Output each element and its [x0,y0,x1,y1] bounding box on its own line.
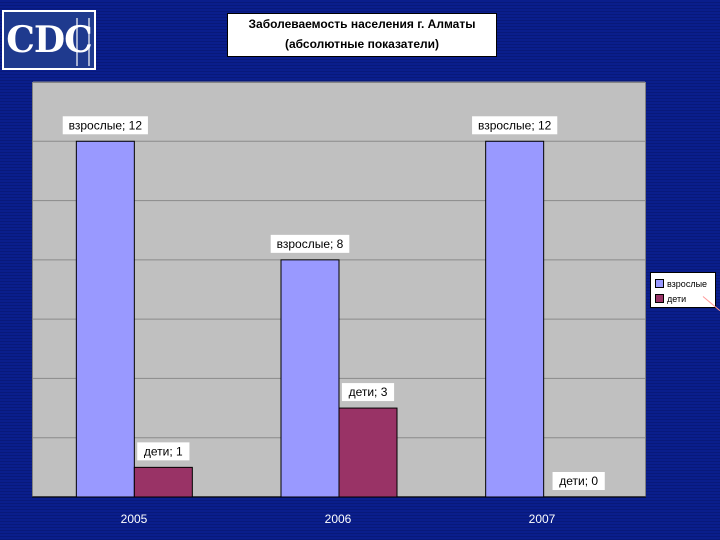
logo-text: CDC [6,19,93,61]
legend: взрослые дети [650,272,716,308]
data-label-background [137,442,190,461]
x-tick-label: 2005 [120,512,148,526]
data-label-background [270,234,350,253]
data-label: дети; 3 [349,385,388,399]
x-tick-label: 2007 [528,512,556,526]
legend-item-adults: взрослые [655,276,711,291]
bar-children-2005 [133,466,193,498]
chart-title-line-1: Заболеваемость населения г. Алматы [248,17,476,31]
bar-adults-2007 [485,140,545,498]
legend-swatch-adults [655,279,664,288]
data-label-background [552,472,605,490]
legend-label-adults: взрослые [667,278,708,289]
data-label-background [62,116,148,135]
bar-children-2006 [338,407,398,498]
x-tick-label: 2006 [324,512,352,526]
chart-title-line-2: (абсолютные показатели) [284,37,439,51]
data-label: дети; 0 [559,474,598,488]
logo-eagle-mark-icon [76,18,90,66]
legend-item-children: дети [655,291,711,306]
legend-label-children: дети [667,293,687,304]
chart-title: Заболеваемость населения г. Алматы (абсо… [227,13,497,57]
bar-adults-2006 [280,259,340,498]
data-label-background [341,383,395,402]
data-label: взрослые; 12 [478,118,552,132]
cdc-logo: CDC [2,10,96,70]
data-label: взрослые; 8 [277,237,344,251]
data-label-background [472,116,558,135]
data-label: дети; 1 [144,444,183,458]
bar-adults-2005 [75,140,135,498]
legend-swatch-children [655,294,664,303]
data-label: взрослые; 12 [69,118,143,132]
